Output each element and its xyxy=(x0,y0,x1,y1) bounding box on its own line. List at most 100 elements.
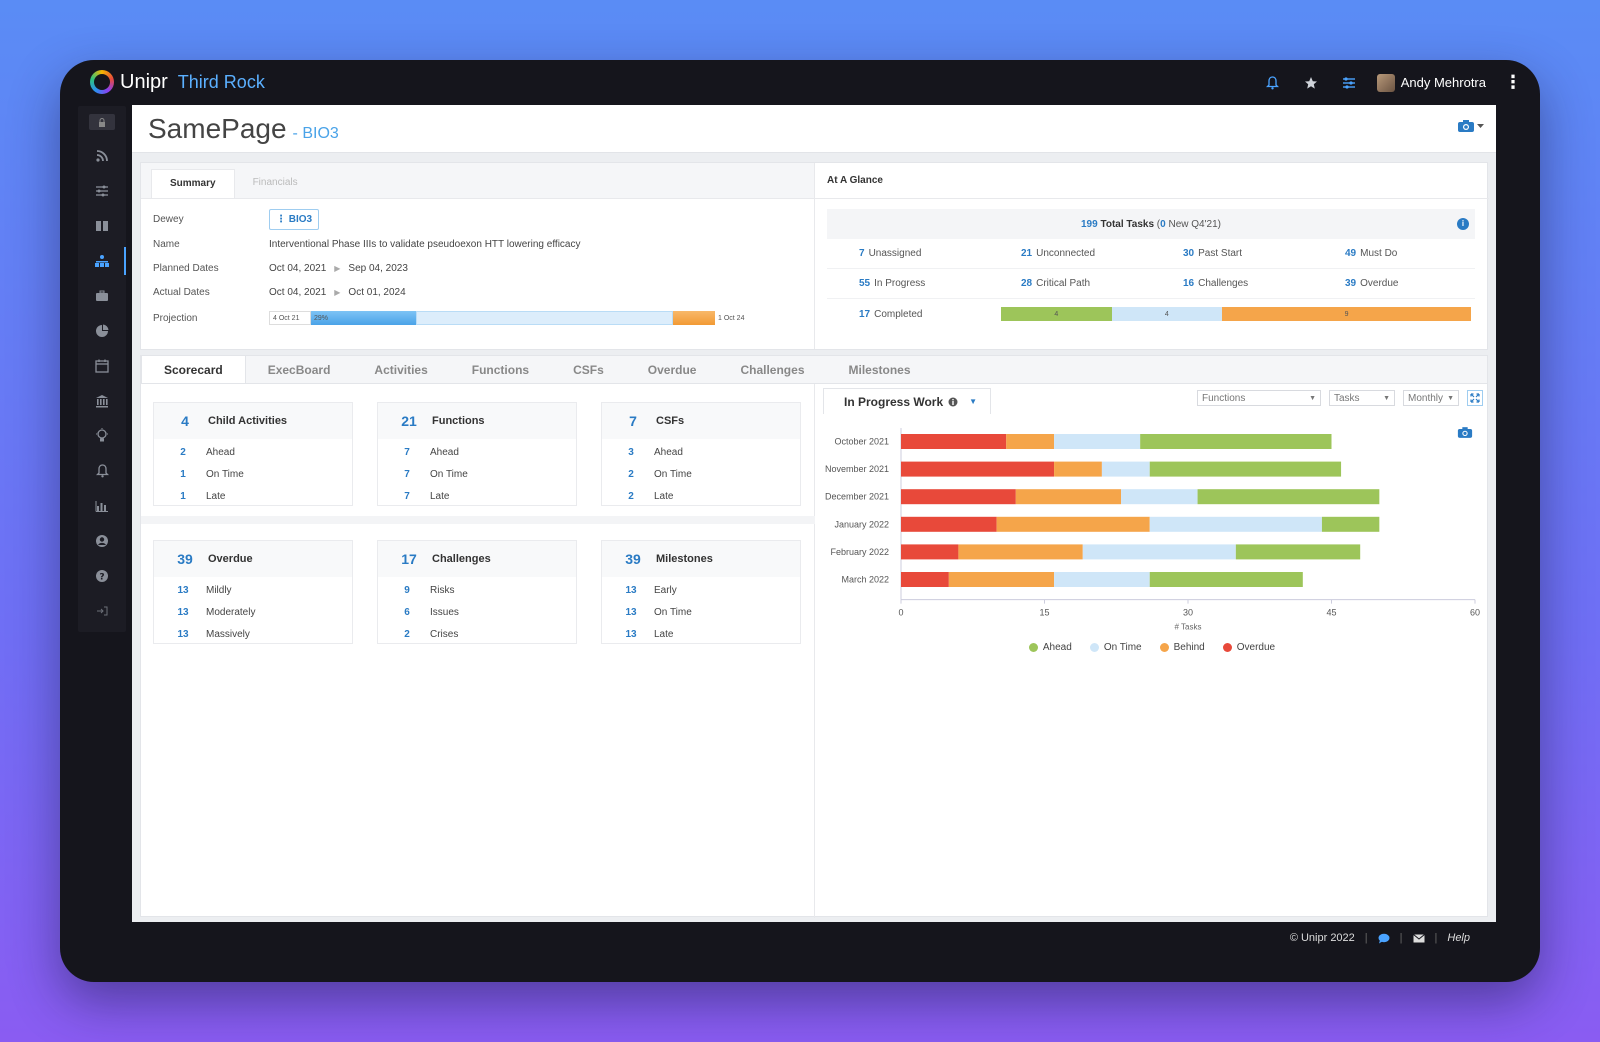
scorecard-line[interactable]: 2 Crises xyxy=(378,623,576,645)
help-link[interactable]: Help xyxy=(1447,932,1470,944)
scorecard-line[interactable]: 1 Late xyxy=(154,485,352,507)
legend-item-on-time[interactable]: On Time xyxy=(1089,642,1142,653)
bar-behind[interactable] xyxy=(1006,434,1055,449)
sidebar-item-finance[interactable] xyxy=(78,383,126,418)
scorecard-milestones[interactable]: 39 Milestones 13 Early 13 On Time 13 Late xyxy=(601,540,801,644)
scorecard-overdue[interactable]: 39 Overdue 13 Mildly 13 Moderately 13 Massively xyxy=(153,540,353,644)
scorecard-child-activities[interactable]: 4 Child Activities 2 Ahead 1 On Time 1 Late xyxy=(153,402,353,506)
period-select[interactable]: Monthly ▼ xyxy=(1403,390,1459,406)
tab-scorecard[interactable]: Scorecard xyxy=(141,356,246,383)
bar-overdue[interactable] xyxy=(901,461,1055,477)
bar-behind[interactable] xyxy=(958,544,1083,560)
dewey-pill[interactable]: ⋮ BIO3 xyxy=(269,209,320,230)
completed-bar-segment[interactable]: 4 xyxy=(1111,307,1223,321)
tab-challenges[interactable]: Challenges xyxy=(740,362,805,377)
sidebar-item-alerts[interactable] xyxy=(78,453,126,488)
glance-stat[interactable]: 55 In Progress xyxy=(827,278,989,289)
scorecard-line[interactable]: 2 On Time xyxy=(602,463,800,485)
bar-on-time[interactable] xyxy=(1101,461,1150,477)
bar-overdue[interactable] xyxy=(901,489,1016,505)
bar-ahead[interactable] xyxy=(1197,489,1380,505)
more-menu-icon[interactable]: ⋮ xyxy=(1504,72,1522,92)
bar-ahead[interactable] xyxy=(1149,461,1342,477)
scorecard-line[interactable]: 7 Ahead xyxy=(378,441,576,463)
legend-item-overdue[interactable]: Overdue xyxy=(1222,642,1275,653)
scorecard-challenges[interactable]: 17 Challenges 9 Risks 6 Issues 2 Crises xyxy=(377,540,577,644)
scorecard-line[interactable]: 7 Late xyxy=(378,485,576,507)
bar-on-time[interactable] xyxy=(1149,516,1322,532)
glance-stat[interactable]: 39 Overdue xyxy=(1313,278,1475,289)
bar-on-time[interactable] xyxy=(1082,544,1236,560)
bar-overdue[interactable] xyxy=(901,434,1007,449)
glance-stat[interactable]: 7 Unassigned xyxy=(827,248,989,259)
bar-behind[interactable] xyxy=(1015,489,1122,505)
bar-on-time[interactable] xyxy=(1121,489,1198,505)
snapshot-menu[interactable] xyxy=(1457,119,1484,133)
sidebar-item-board[interactable] xyxy=(78,208,126,243)
sidebar-item-portfolio[interactable] xyxy=(78,278,126,313)
sidebar-item-help[interactable]: ? xyxy=(78,558,126,593)
expand-button[interactable] xyxy=(1467,390,1483,406)
user-menu[interactable]: Andy Mehrotra xyxy=(1376,73,1486,92)
sidebar-item-ideas[interactable] xyxy=(78,418,126,453)
scorecard-line[interactable]: 13 Massively xyxy=(154,623,352,645)
glance-stat[interactable]: 16 Challenges xyxy=(1151,278,1313,289)
scorecard-line[interactable]: 1 On Time xyxy=(154,463,352,485)
scorecard-line[interactable]: 2 Late xyxy=(602,485,800,507)
legend-item-ahead[interactable]: Ahead xyxy=(1028,642,1072,653)
sidebar-item-logout[interactable] xyxy=(78,593,126,628)
tab-execboard[interactable]: ExecBoard xyxy=(267,362,331,377)
envelope-icon[interactable] xyxy=(1412,933,1425,943)
scorecard-line[interactable]: 13 Moderately xyxy=(154,601,352,623)
scorecard-line[interactable]: 7 On Time xyxy=(378,463,576,485)
scorecard-line[interactable]: 13 Mildly xyxy=(154,579,352,601)
bar-overdue[interactable] xyxy=(901,572,949,587)
glance-stat[interactable]: 49 Must Do xyxy=(1313,248,1475,259)
bell-icon[interactable] xyxy=(1263,73,1283,93)
filter-sliders-icon[interactable] xyxy=(1339,73,1359,93)
tasks-select[interactable]: Tasks ▼ xyxy=(1329,390,1395,406)
glance-stat[interactable]: 28 Critical Path xyxy=(989,278,1151,289)
tab-functions[interactable]: Functions xyxy=(471,362,530,377)
scorecard-line[interactable]: 9 Risks xyxy=(378,579,576,601)
completed-bar-segment[interactable]: 4 xyxy=(1001,307,1112,321)
info-icon[interactable]: i xyxy=(1457,218,1469,230)
bar-on-time[interactable] xyxy=(1054,434,1141,449)
total-tasks[interactable]: 199 Total Tasks (0 New Q4'21) i xyxy=(827,209,1475,239)
bar-ahead[interactable] xyxy=(1149,572,1303,587)
star-icon[interactable] xyxy=(1301,73,1321,93)
chart-snapshot-button[interactable] xyxy=(1457,426,1473,444)
sidebar-item-analytics[interactable] xyxy=(78,488,126,523)
scorecard-line[interactable]: 2 Ahead xyxy=(154,441,352,463)
chat-icon[interactable] xyxy=(1378,933,1390,944)
scorecard-line[interactable]: 13 Late xyxy=(602,623,800,645)
glance-completed[interactable]: 17 Completed xyxy=(827,309,989,320)
scorecard-csfs[interactable]: 7 CSFs 3 Ahead 2 On Time 2 Late xyxy=(601,402,801,506)
scorecard-line[interactable]: 3 Ahead xyxy=(602,441,800,463)
scorecard-line[interactable]: 13 Early xyxy=(602,579,800,601)
bar-overdue[interactable] xyxy=(901,544,959,560)
bar-ahead[interactable] xyxy=(1140,434,1332,449)
info-icon[interactable] xyxy=(948,397,958,407)
bar-on-time[interactable] xyxy=(1054,572,1150,587)
app-logo[interactable]: Unipr Third Rock xyxy=(90,70,265,94)
bar-behind[interactable] xyxy=(996,516,1150,532)
scorecard-functions[interactable]: 21 Functions 7 Ahead 7 On Time 7 Late xyxy=(377,402,577,506)
sidebar-item-calendar[interactable] xyxy=(78,348,126,383)
bar-behind[interactable] xyxy=(948,572,1055,587)
tab-overdue[interactable]: Overdue xyxy=(647,362,697,377)
tab-milestones[interactable]: Milestones xyxy=(848,362,911,377)
scorecard-line[interactable]: 13 On Time xyxy=(602,601,800,623)
sidebar-item-settings[interactable] xyxy=(78,173,126,208)
tab-activities[interactable]: Activities xyxy=(374,362,428,377)
sidebar-lock[interactable] xyxy=(78,106,126,138)
legend-item-behind[interactable]: Behind xyxy=(1159,642,1205,653)
functions-select[interactable]: Functions ▼ xyxy=(1197,390,1321,406)
bar-overdue[interactable] xyxy=(901,516,997,532)
in-progress-work-tab[interactable]: In Progress Work ▼ xyxy=(823,388,991,414)
tab-financials[interactable]: Financials xyxy=(252,177,298,188)
bar-behind[interactable] xyxy=(1054,461,1102,477)
tab-csfs[interactable]: CSFs xyxy=(573,362,604,377)
bar-ahead[interactable] xyxy=(1235,544,1361,560)
sidebar-item-org[interactable] xyxy=(78,243,126,278)
